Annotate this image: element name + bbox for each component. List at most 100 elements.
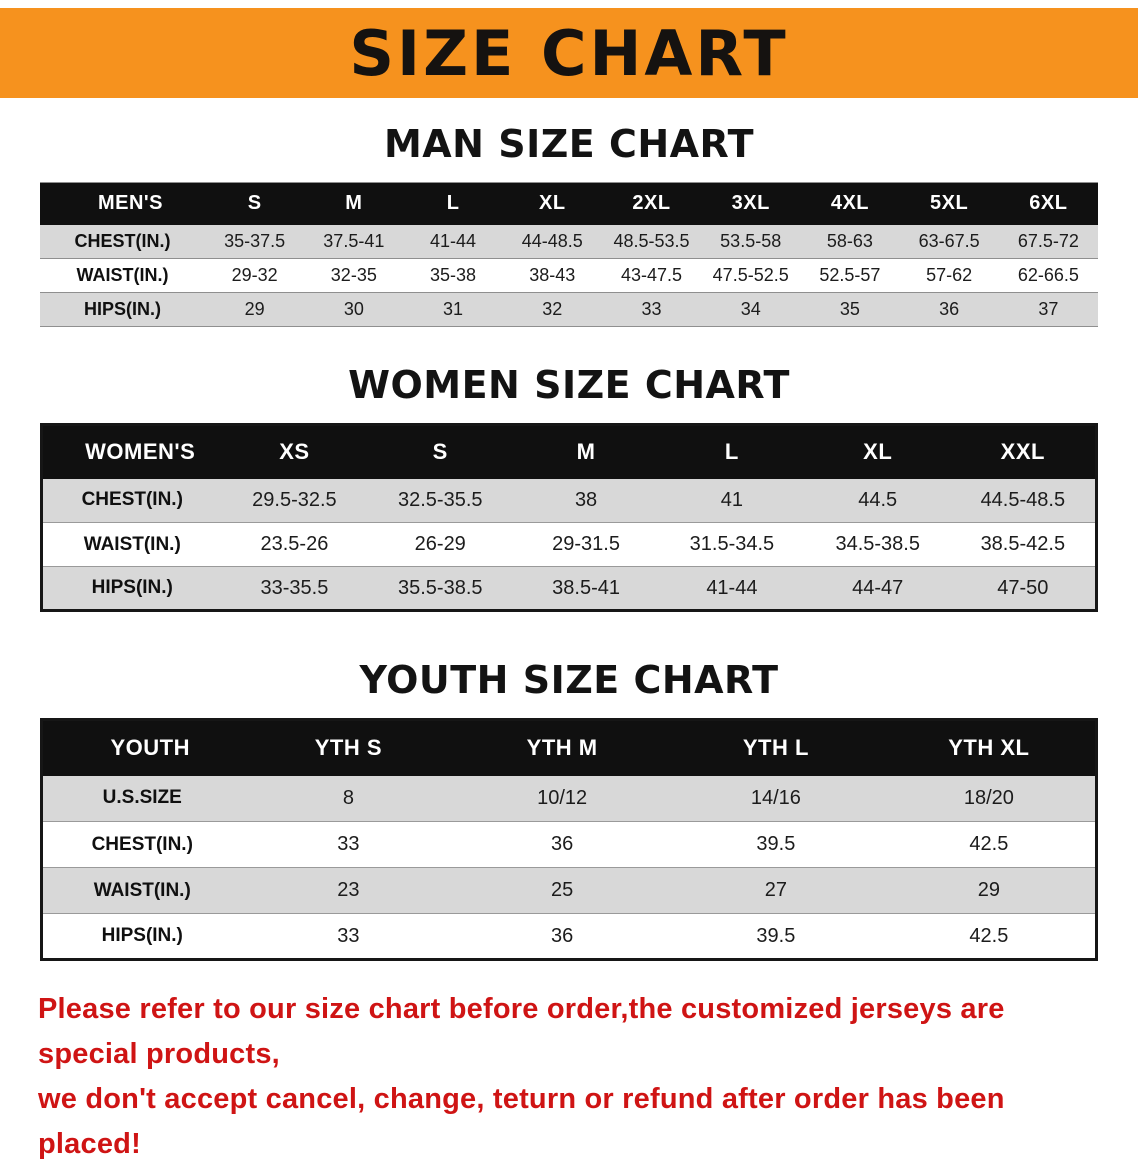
size-col-header: 4XL — [800, 182, 900, 225]
size-cell: 35.5-38.5 — [367, 566, 514, 611]
size-cell: 36 — [455, 913, 669, 960]
size-col-header: 6XL — [998, 182, 1098, 225]
size-cell: 34 — [701, 292, 801, 327]
size-cell: 63-67.5 — [899, 224, 999, 259]
women-hips-row: HIPS(IN.) 33-35.5 35.5-38.5 38.5-41 41-4… — [41, 566, 1097, 611]
size-cell: 25 — [455, 867, 669, 914]
size-cell: 29 — [205, 292, 305, 327]
size-cell: 34.5-38.5 — [804, 522, 951, 567]
size-cell: 41-44 — [403, 224, 503, 259]
size-cell: 29.5-32.5 — [221, 478, 368, 523]
size-cell: 18/20 — [882, 775, 1097, 822]
size-cell: 32-35 — [304, 258, 404, 293]
size-col-header: XL — [804, 424, 951, 479]
size-cell: 48.5-53.5 — [601, 224, 702, 259]
size-cell: 42.5 — [882, 913, 1097, 960]
size-cell: 42.5 — [882, 821, 1097, 868]
size-cell: 44.5-48.5 — [950, 478, 1097, 523]
women-section-heading: WOMEN SIZE CHART — [348, 363, 790, 407]
size-col-header: S — [205, 182, 305, 225]
size-cell: 14/16 — [669, 775, 883, 822]
youth-chest-row: CHEST(IN.) 33 36 39.5 42.5 — [41, 821, 1097, 868]
size-cell: 31.5-34.5 — [658, 522, 805, 567]
men-corner-label: MEN'S — [40, 182, 205, 225]
size-chart-page: SIZE CHART MAN SIZE CHART MEN'S S M L XL… — [0, 8, 1138, 1160]
size-cell: 29-32 — [205, 258, 305, 293]
size-cell: 47-50 — [950, 566, 1097, 611]
size-cell: 36 — [899, 292, 999, 327]
disclaimer-line2: we don't accept cancel, change, teturn o… — [38, 1082, 1005, 1160]
youth-header-row: YOUTH YTH S YTH M YTH L YTH XL — [41, 719, 1097, 776]
row-label: HIPS(IN.) — [41, 913, 242, 960]
women-corner-label: WOMEN'S — [41, 424, 222, 479]
size-cell: 67.5-72 — [998, 224, 1098, 259]
size-cell: 39.5 — [669, 913, 883, 960]
size-col-header: YTH S — [241, 719, 456, 776]
size-col-header: L — [658, 424, 805, 479]
size-cell: 38.5-42.5 — [950, 522, 1097, 567]
women-waist-row: WAIST(IN.) 23.5-26 26-29 29-31.5 31.5-34… — [41, 522, 1097, 567]
size-cell: 38 — [513, 478, 659, 523]
men-section-heading: MAN SIZE CHART — [383, 122, 755, 166]
row-label: U.S.SIZE — [41, 775, 242, 822]
size-cell: 32.5-35.5 — [367, 478, 514, 523]
size-cell: 44-48.5 — [502, 224, 602, 259]
row-label: WAIST(IN.) — [40, 258, 205, 293]
size-cell: 53.5-58 — [701, 224, 801, 259]
size-col-header: M — [304, 182, 404, 225]
size-cell: 35-37.5 — [205, 224, 305, 259]
size-col-header: YTH XL — [882, 719, 1097, 776]
size-cell: 41-44 — [658, 566, 805, 611]
size-cell: 47.5-52.5 — [701, 258, 801, 293]
size-col-header: YTH L — [669, 719, 883, 776]
size-cell: 10/12 — [455, 775, 669, 822]
size-cell: 35 — [800, 292, 900, 327]
size-cell: 26-29 — [367, 522, 514, 567]
men-chest-row: CHEST(IN.) 35-37.5 37.5-41 41-44 44-48.5… — [40, 224, 1098, 259]
row-label: HIPS(IN.) — [40, 292, 205, 327]
youth-table-wrap: YOUTH YTH S YTH M YTH L YTH XL U.S.SIZE … — [40, 718, 1098, 961]
men-hips-row: HIPS(IN.) 29 30 31 32 33 34 35 36 37 — [40, 292, 1098, 327]
size-cell: 33 — [241, 821, 456, 868]
size-cell: 44-47 — [804, 566, 951, 611]
size-cell: 33 — [601, 292, 702, 327]
size-cell: 31 — [403, 292, 503, 327]
size-col-header: 5XL — [899, 182, 999, 225]
row-label: CHEST(IN.) — [41, 478, 222, 523]
size-cell: 29 — [882, 867, 1097, 914]
men-table-wrap: MEN'S S M L XL 2XL 3XL 4XL 5XL 6XL CHEST… — [40, 182, 1098, 327]
row-label: WAIST(IN.) — [41, 522, 222, 567]
size-cell: 33 — [241, 913, 456, 960]
banner-title: SIZE CHART — [349, 16, 789, 90]
size-cell: 44.5 — [804, 478, 951, 523]
size-cell: 29-31.5 — [513, 522, 659, 567]
row-label: CHEST(IN.) — [41, 821, 242, 868]
size-cell: 32 — [502, 292, 602, 327]
youth-section-heading: YOUTH SIZE CHART — [359, 658, 779, 702]
size-cell: 27 — [669, 867, 883, 914]
size-col-header: L — [403, 182, 503, 225]
size-cell: 37 — [998, 292, 1098, 327]
banner: SIZE CHART — [0, 8, 1138, 98]
size-cell: 39.5 — [669, 821, 883, 868]
row-label: CHEST(IN.) — [40, 224, 205, 259]
size-cell: 41 — [658, 478, 805, 523]
size-cell: 33-35.5 — [221, 566, 368, 611]
size-col-header: XL — [502, 182, 602, 225]
size-cell: 23.5-26 — [221, 522, 368, 567]
women-size-table: WOMEN'S XS S M L XL XXL CHEST(IN.) 29.5-… — [40, 423, 1098, 612]
size-col-header: 2XL — [601, 182, 702, 225]
size-cell: 36 — [455, 821, 669, 868]
size-cell: 35-38 — [403, 258, 503, 293]
men-header-row: MEN'S S M L XL 2XL 3XL 4XL 5XL 6XL — [40, 182, 1098, 225]
size-cell: 23 — [241, 867, 456, 914]
size-cell: 37.5-41 — [304, 224, 404, 259]
men-waist-row: WAIST(IN.) 29-32 32-35 35-38 38-43 43-47… — [40, 258, 1098, 293]
women-table-wrap: WOMEN'S XS S M L XL XXL CHEST(IN.) 29.5-… — [40, 423, 1098, 612]
size-col-header: XS — [221, 424, 368, 479]
women-header-row: WOMEN'S XS S M L XL XXL — [41, 424, 1097, 479]
size-cell: 38-43 — [502, 258, 602, 293]
size-cell: 8 — [241, 775, 456, 822]
size-col-header: M — [513, 424, 659, 479]
size-cell: 43-47.5 — [601, 258, 702, 293]
